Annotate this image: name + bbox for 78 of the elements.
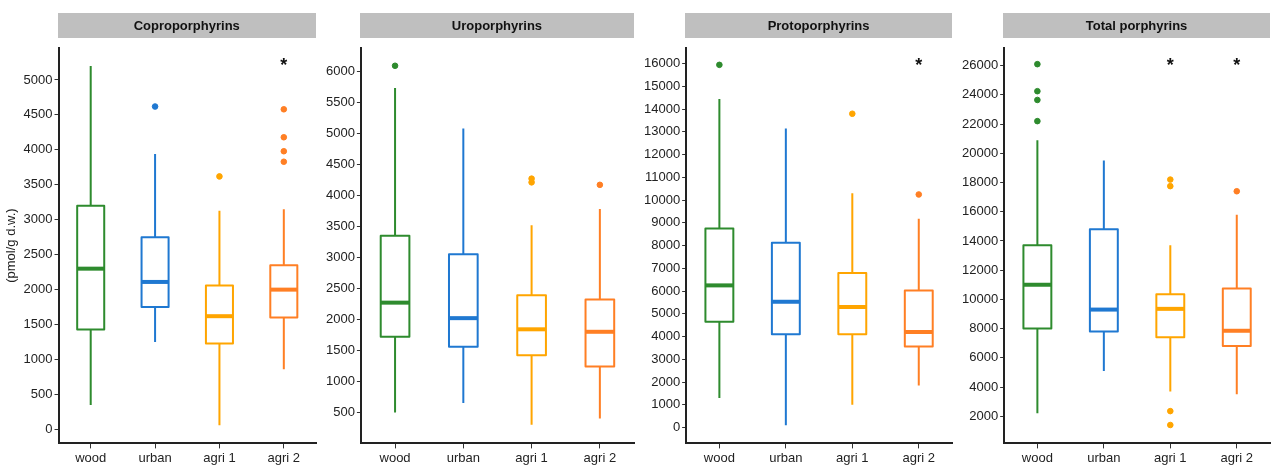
y-tick-label: 20000 (961, 144, 999, 160)
x-tick-label: agri 2 (1220, 449, 1254, 465)
y-tick-label: 12000 (961, 261, 999, 277)
y-axis-title: (pmol/g d.w.) (3, 208, 19, 283)
x-tick-label: wood (378, 449, 411, 465)
y-tick-label: 5500 (326, 93, 355, 109)
x-tick-label: urban (138, 449, 172, 465)
y-tick-label: 1000 (326, 372, 355, 388)
x-tick-label: urban (446, 449, 480, 465)
y-tick-label: 16000 (643, 55, 681, 71)
chart-title: Protoporphyrins (685, 13, 952, 38)
y-tick-label: 3000 (651, 350, 681, 366)
annotation: * (915, 54, 923, 75)
y-tick-label: 6000 (326, 62, 355, 78)
x-tick-label: agri 1 (203, 449, 236, 465)
y-tick-label: 15000 (643, 78, 681, 94)
y-tick-label: 12000 (643, 146, 681, 162)
y-tick-label: 1000 (651, 396, 681, 412)
y-tick-label: 18000 (961, 174, 999, 190)
x-tick-label: agri 2 (583, 449, 617, 465)
y-tick-label: 2000 (23, 281, 53, 297)
y-tick-label: 14000 (961, 232, 999, 248)
y-tick-label: 2000 (326, 310, 355, 326)
y-tick-label: 5000 (651, 305, 681, 321)
y-tick-label: 26000 (961, 57, 999, 73)
y-tick-label: 2000 (969, 407, 999, 423)
y-tick-label: 24000 (961, 86, 999, 102)
y-tick-label: 10000 (643, 191, 681, 207)
y-tick-label: 5000 (326, 124, 355, 140)
x-tick-label: agri 1 (1154, 449, 1187, 465)
y-tick-label: 16000 (961, 203, 999, 219)
annotation: * (1233, 54, 1241, 75)
annotation: * (1166, 54, 1174, 75)
x-tick-label: agri 2 (902, 449, 936, 465)
y-tick-label: 500 (333, 403, 355, 419)
x-tick-label: agri 2 (267, 449, 301, 465)
y-tick-label: 2500 (326, 279, 355, 295)
y-tick-label: 4000 (969, 378, 999, 394)
y-tick-label: 4000 (23, 141, 53, 157)
y-tick-label: 0 (672, 419, 681, 435)
y-tick-label: 10000 (961, 290, 999, 306)
annotation: * (280, 54, 288, 75)
y-tick-label: 3500 (326, 217, 355, 233)
y-tick-label: 1500 (326, 341, 355, 357)
y-tick-label: 2500 (23, 246, 53, 262)
x-tick-label: urban (769, 449, 803, 465)
y-tick-label: 1000 (23, 351, 53, 367)
y-tick-label: 22000 (961, 115, 999, 131)
chart-title: Total porphyrins (1003, 13, 1270, 38)
y-tick-label: 4000 (651, 328, 681, 344)
y-tick-label: 3000 (326, 248, 355, 264)
y-tick-label: 14000 (643, 100, 681, 116)
y-tick-label: 13000 (643, 123, 681, 139)
y-tick-label: 6000 (969, 349, 999, 365)
y-tick-label: 4000 (326, 186, 355, 202)
y-tick-label: 4500 (23, 106, 53, 122)
y-tick-label: 8000 (651, 237, 681, 253)
y-tick-label: 5000 (23, 71, 53, 87)
y-tick-label: 1500 (23, 316, 53, 332)
x-tick-label: agri 1 (836, 449, 869, 465)
y-tick-label: 8000 (969, 320, 999, 336)
y-tick-label: 3000 (23, 211, 53, 227)
y-tick-label: 6000 (651, 282, 681, 298)
chart-title: Coproporphyrins (57, 13, 316, 38)
y-tick-label: 2000 (651, 373, 681, 389)
x-tick-label: urban (1087, 449, 1121, 465)
y-tick-label: 11000 (644, 168, 681, 184)
x-tick-label: wood (74, 449, 107, 465)
y-tick-label: 4500 (326, 155, 355, 171)
y-tick-label: 500 (30, 386, 53, 402)
x-tick-label: wood (702, 449, 735, 465)
x-tick-label: agri 1 (515, 449, 548, 465)
chart-title: Uroporphyrins (359, 13, 634, 38)
x-tick-label: wood (1020, 449, 1053, 465)
y-tick-label: 7000 (651, 259, 681, 275)
y-tick-label: 9000 (651, 214, 681, 230)
y-tick-label: 0 (45, 421, 53, 436)
y-tick-label: 3500 (23, 176, 53, 192)
